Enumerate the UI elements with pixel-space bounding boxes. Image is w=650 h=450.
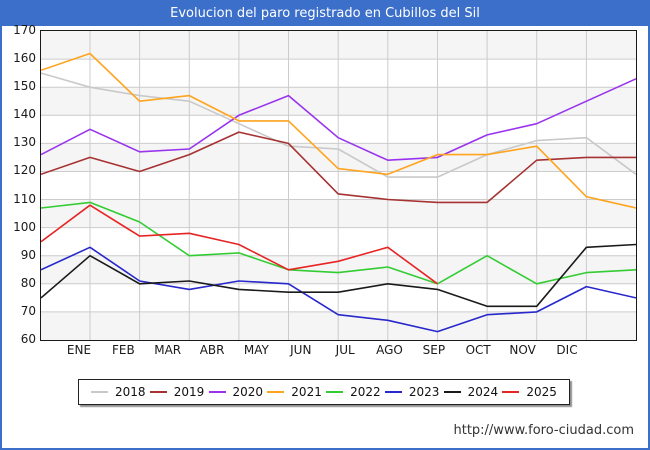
legend-label-2023: 2023 [408, 385, 440, 399]
legend-item-2023: 2023 [384, 385, 440, 399]
y-tick-70: 70 [20, 304, 36, 318]
x-label-FEB: FEB [112, 343, 135, 357]
y-tick-80: 80 [20, 276, 36, 290]
legend-dash-2024 [443, 391, 461, 393]
series-2018 [41, 72, 636, 178]
legend-label-2022: 2022 [350, 385, 381, 399]
legend-dash-2018 [91, 391, 108, 393]
series-2021 [41, 52, 636, 209]
x-label-ABR: ABR [199, 343, 225, 357]
x-label-MAR: MAR [154, 343, 182, 357]
x-label-JUN: JUN [290, 343, 312, 357]
y-tick-130: 130 [13, 135, 36, 149]
y-tick-150: 150 [13, 79, 36, 93]
series-2022 [41, 201, 636, 285]
y-tick-60: 60 [20, 332, 36, 346]
y-tick-90: 90 [20, 248, 36, 262]
y-tick-160: 160 [13, 51, 36, 65]
legend-dash-2025 [502, 391, 520, 393]
legend-label-2020: 2020 [232, 385, 264, 399]
legend-dash-2019 [149, 391, 167, 393]
legend: 2018 2019 2020 2021 2022 2023 2024 2025 [78, 379, 570, 405]
title-bar: Evolucion del paro registrado en Cubillo… [2, 2, 648, 26]
x-label-ENE: ENE [66, 343, 92, 357]
plot-svg [41, 31, 636, 340]
chart-title: Evolucion del paro registrado en Cubillo… [170, 6, 480, 21]
legend-item-2022: 2022 [326, 385, 381, 399]
x-label-NOV: NOV [509, 343, 536, 357]
y-tick-120: 120 [13, 163, 36, 177]
x-label-JUL: JUL [335, 343, 355, 357]
series-2025 [41, 204, 438, 285]
footer-url: http://www.foro-ciudad.com [453, 423, 634, 438]
legend-label-2018: 2018 [115, 385, 146, 399]
legend-label-2024: 2024 [467, 385, 499, 399]
plot-area [40, 30, 637, 341]
legend-item-2018: 2018 [91, 385, 146, 399]
legend-dash-2023 [384, 391, 402, 393]
legend-item-2019: 2019 [149, 385, 205, 399]
x-label-OCT: OCT [465, 343, 491, 357]
series-2023 [41, 246, 636, 333]
legend-item-2025: 2025 [502, 385, 557, 399]
x-label-SEP: SEP [422, 343, 446, 357]
x-label-AGO: AGO [376, 343, 403, 357]
legend-dash-2020 [208, 391, 226, 393]
y-tick-170: 170 [13, 23, 36, 37]
legend-label-2025: 2025 [526, 385, 557, 399]
legend-dash-2021 [267, 391, 285, 393]
y-tick-140: 140 [13, 107, 36, 121]
legend-item-2021: 2021 [267, 385, 322, 399]
legend-dash-2022 [326, 391, 344, 393]
y-tick-100: 100 [13, 220, 36, 234]
series-2024 [41, 243, 636, 308]
x-label-MAY: MAY [243, 343, 269, 357]
series-2020 [41, 78, 636, 161]
y-tick-110: 110 [13, 192, 36, 206]
series-2019 [41, 131, 636, 204]
legend-item-2020: 2020 [208, 385, 264, 399]
x-label-DIC: DIC [556, 343, 578, 357]
legend-item-2024: 2024 [443, 385, 499, 399]
legend-label-2021: 2021 [291, 385, 322, 399]
legend-label-2019: 2019 [173, 385, 205, 399]
